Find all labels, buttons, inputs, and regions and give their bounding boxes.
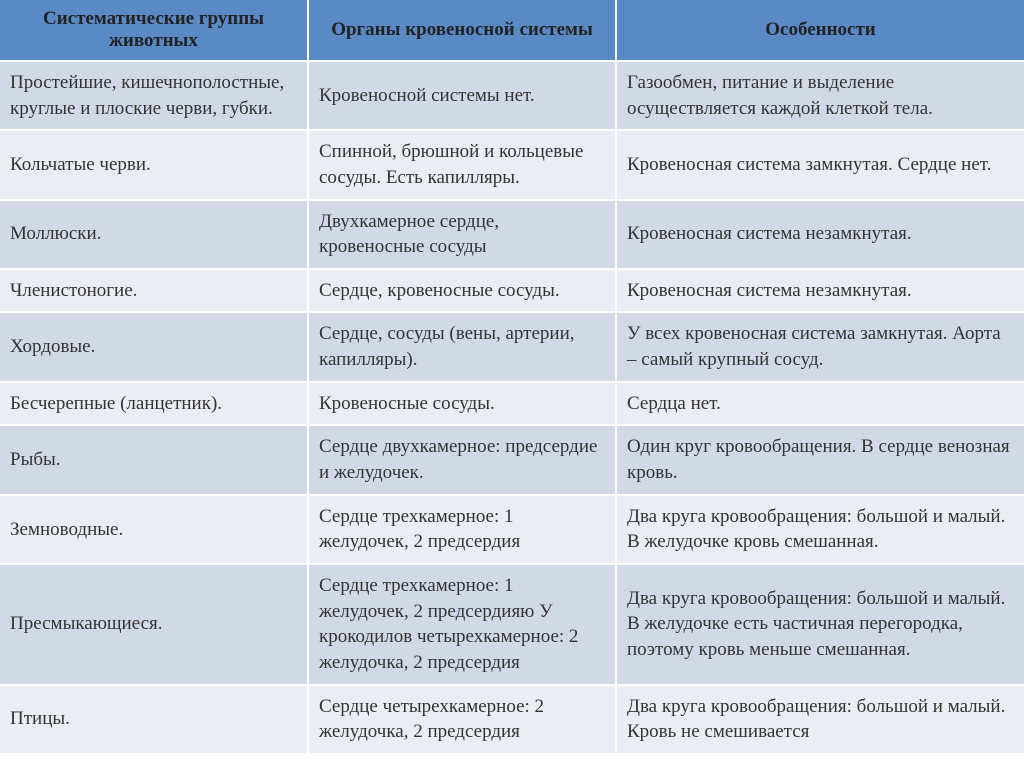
cell-organs: Сердце, сосуды (вены, артерии, капилляры…	[308, 312, 616, 381]
cell-group: Кольчатые черви.	[0, 130, 308, 199]
table-row: Хордовые.Сердце, сосуды (вены, артерии, …	[0, 312, 1024, 381]
cell-group: Пресмыкающиеся.	[0, 564, 308, 685]
cell-organs: Сердце трехкамерное: 1 желудочек, 2 пред…	[308, 564, 616, 685]
table-row: Бесчерепные (ланцетник).Кровеносные сосу…	[0, 382, 1024, 426]
table-row: Земноводные.Сердце трехкамерное: 1 желуд…	[0, 495, 1024, 564]
header-features: Особенности	[616, 0, 1024, 61]
cell-group: Членистоногие.	[0, 269, 308, 313]
cell-organs: Кровеносные сосуды.	[308, 382, 616, 426]
table-row: Кольчатые черви.Спинной, брюшной и кольц…	[0, 130, 1024, 199]
cell-group: Рыбы.	[0, 425, 308, 494]
cell-organs: Двухкамерное сердце, кровеносные сосуды	[308, 200, 616, 269]
cell-features: Два круга кровообращения: большой и малы…	[616, 495, 1024, 564]
table-body: Простейшие, кишечнополостные, круглые и …	[0, 61, 1024, 754]
cell-group: Птицы.	[0, 685, 308, 754]
circulatory-system-table: Систематические группы животных Органы к…	[0, 0, 1024, 755]
cell-organs: Кровеносной системы нет.	[308, 61, 616, 130]
cell-group: Моллюски.	[0, 200, 308, 269]
cell-organs: Сердце, кровеносные сосуды.	[308, 269, 616, 313]
cell-features: Газообмен, питание и выделение осуществл…	[616, 61, 1024, 130]
cell-features: У всех кровеносная система замкнутая. Ао…	[616, 312, 1024, 381]
cell-features: Кровеносная система незамкнутая.	[616, 269, 1024, 313]
cell-organs: Сердце двухкамерное: предсердие и желудо…	[308, 425, 616, 494]
cell-organs: Спинной, брюшной и кольцевые сосуды. Ест…	[308, 130, 616, 199]
cell-features: Два круга кровообращения: большой и малы…	[616, 685, 1024, 754]
table-row: Членистоногие.Сердце, кровеносные сосуды…	[0, 269, 1024, 313]
table-row: Моллюски.Двухкамерное сердце, кровеносны…	[0, 200, 1024, 269]
cell-features: Один круг кровообращения. В сердце веноз…	[616, 425, 1024, 494]
table-row: Простейшие, кишечнополостные, круглые и …	[0, 61, 1024, 130]
cell-group: Земноводные.	[0, 495, 308, 564]
cell-organs: Сердце трехкамерное: 1 желудочек, 2 пред…	[308, 495, 616, 564]
cell-group: Простейшие, кишечнополостные, круглые и …	[0, 61, 308, 130]
cell-organs: Сердце четырехкамерное: 2 желудочка, 2 п…	[308, 685, 616, 754]
cell-group: Хордовые.	[0, 312, 308, 381]
header-organs: Органы кровеносной системы	[308, 0, 616, 61]
cell-features: Кровеносная система незамкнутая.	[616, 200, 1024, 269]
header-group: Систематические группы животных	[0, 0, 308, 61]
table-row: Птицы.Сердце четырехкамерное: 2 желудочк…	[0, 685, 1024, 754]
table-row: Рыбы.Сердце двухкамерное: предсердие и ж…	[0, 425, 1024, 494]
table-row: Пресмыкающиеся.Сердце трехкамерное: 1 же…	[0, 564, 1024, 685]
cell-features: Кровеносная система замкнутая. Сердце не…	[616, 130, 1024, 199]
table-header-row: Систематические группы животных Органы к…	[0, 0, 1024, 61]
cell-features: Сердца нет.	[616, 382, 1024, 426]
cell-features: Два круга кровообращения: большой и малы…	[616, 564, 1024, 685]
cell-group: Бесчерепные (ланцетник).	[0, 382, 308, 426]
